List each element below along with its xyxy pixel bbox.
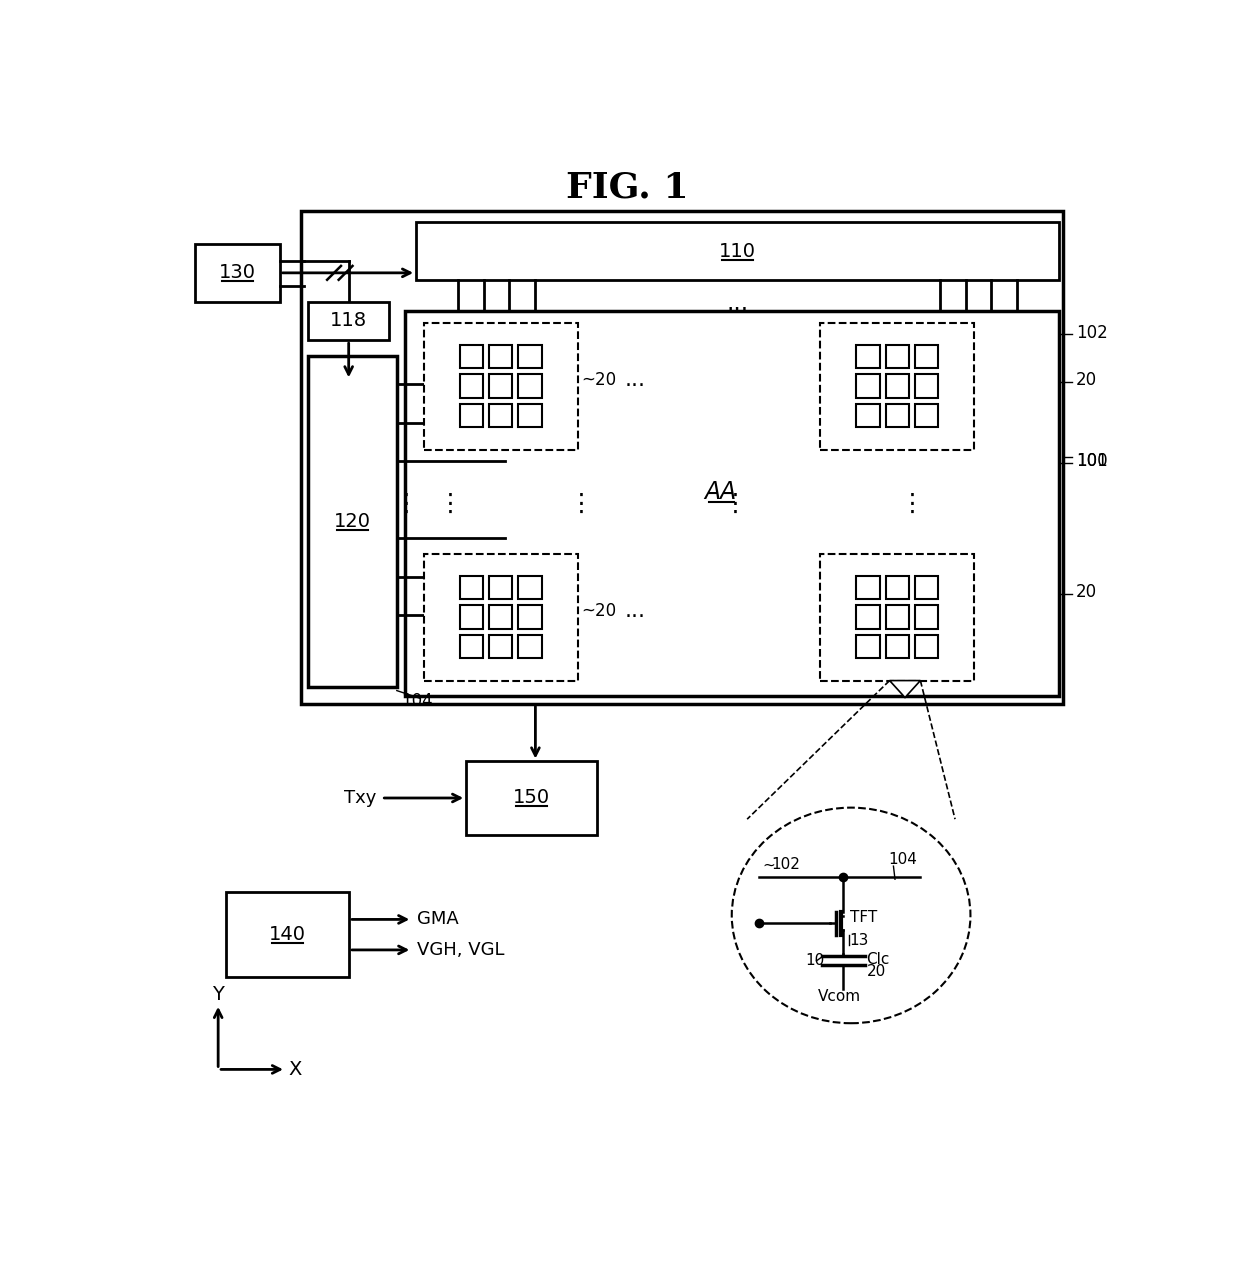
Bar — [490, 346, 512, 369]
Text: 150: 150 — [513, 789, 551, 808]
Text: Y: Y — [212, 985, 224, 1004]
Bar — [885, 577, 909, 600]
Text: 102: 102 — [1076, 324, 1107, 342]
Text: TFT: TFT — [849, 910, 877, 925]
Bar — [195, 244, 280, 301]
Text: ⋮: ⋮ — [569, 491, 594, 516]
Text: 100: 100 — [1076, 452, 1107, 470]
Bar — [885, 346, 909, 369]
Bar — [309, 301, 389, 341]
Text: ~: ~ — [763, 857, 775, 872]
Text: ~20: ~20 — [582, 371, 616, 389]
Bar — [857, 577, 879, 600]
Text: GMA: GMA — [417, 910, 459, 929]
Text: Txy: Txy — [343, 789, 376, 806]
Text: ⋮: ⋮ — [393, 491, 419, 516]
Bar — [915, 346, 939, 369]
Bar — [518, 403, 542, 427]
Bar — [518, 606, 542, 629]
Text: ~20: ~20 — [582, 602, 616, 620]
Text: VGH, VGL: VGH, VGL — [417, 940, 505, 960]
Bar — [460, 374, 484, 398]
Bar — [424, 323, 578, 449]
Bar — [857, 374, 879, 398]
Ellipse shape — [732, 808, 971, 1023]
Bar — [460, 634, 484, 658]
Bar — [300, 211, 1063, 703]
Bar — [821, 554, 975, 680]
Text: 104: 104 — [888, 852, 916, 868]
Bar — [417, 222, 1059, 281]
Bar — [518, 374, 542, 398]
Bar — [460, 403, 484, 427]
Bar — [490, 634, 512, 658]
Bar — [518, 577, 542, 600]
Bar — [885, 606, 909, 629]
Text: 104: 104 — [401, 692, 433, 709]
Text: 110: 110 — [719, 241, 756, 260]
Text: FIG. 1: FIG. 1 — [567, 171, 689, 204]
Text: 130: 130 — [219, 263, 255, 282]
Text: 20: 20 — [867, 965, 885, 979]
Bar — [226, 892, 350, 977]
Bar — [460, 346, 484, 369]
Text: 13: 13 — [849, 933, 869, 948]
Bar — [915, 577, 939, 600]
Bar — [460, 606, 484, 629]
Text: 118: 118 — [330, 311, 367, 330]
Bar — [490, 403, 512, 427]
Bar — [490, 577, 512, 600]
Text: X: X — [289, 1060, 301, 1079]
Bar — [885, 374, 909, 398]
Bar — [857, 606, 879, 629]
Bar — [915, 374, 939, 398]
Bar — [490, 606, 512, 629]
Bar — [915, 606, 939, 629]
Polygon shape — [889, 680, 920, 698]
Text: 120: 120 — [334, 512, 371, 531]
Bar — [309, 356, 397, 686]
Text: AA: AA — [704, 480, 737, 504]
Bar — [460, 577, 484, 600]
Text: Vcom: Vcom — [818, 989, 861, 1004]
Text: ...: ... — [625, 370, 646, 389]
Bar — [885, 634, 909, 658]
Bar — [857, 634, 879, 658]
Bar — [424, 554, 578, 680]
Text: 140: 140 — [269, 925, 306, 944]
Text: Clc: Clc — [867, 952, 890, 967]
Text: 102: 102 — [771, 857, 800, 872]
Text: ⋮: ⋮ — [723, 491, 748, 516]
Bar — [404, 311, 1059, 695]
Text: 20: 20 — [1076, 583, 1097, 601]
Text: 10: 10 — [805, 953, 825, 968]
Bar — [490, 374, 512, 398]
Bar — [466, 762, 596, 835]
Bar — [518, 346, 542, 369]
Bar — [857, 403, 879, 427]
Text: 20: 20 — [1076, 371, 1097, 389]
Text: ...: ... — [625, 601, 646, 620]
Bar — [857, 346, 879, 369]
Bar — [915, 403, 939, 427]
Text: ⋮: ⋮ — [438, 491, 464, 516]
Text: 101: 101 — [1076, 452, 1107, 470]
Text: ...: ... — [727, 291, 749, 315]
Bar — [821, 323, 975, 449]
Bar — [885, 403, 909, 427]
Bar — [518, 634, 542, 658]
Text: ⋮: ⋮ — [900, 491, 925, 516]
Bar — [915, 634, 939, 658]
